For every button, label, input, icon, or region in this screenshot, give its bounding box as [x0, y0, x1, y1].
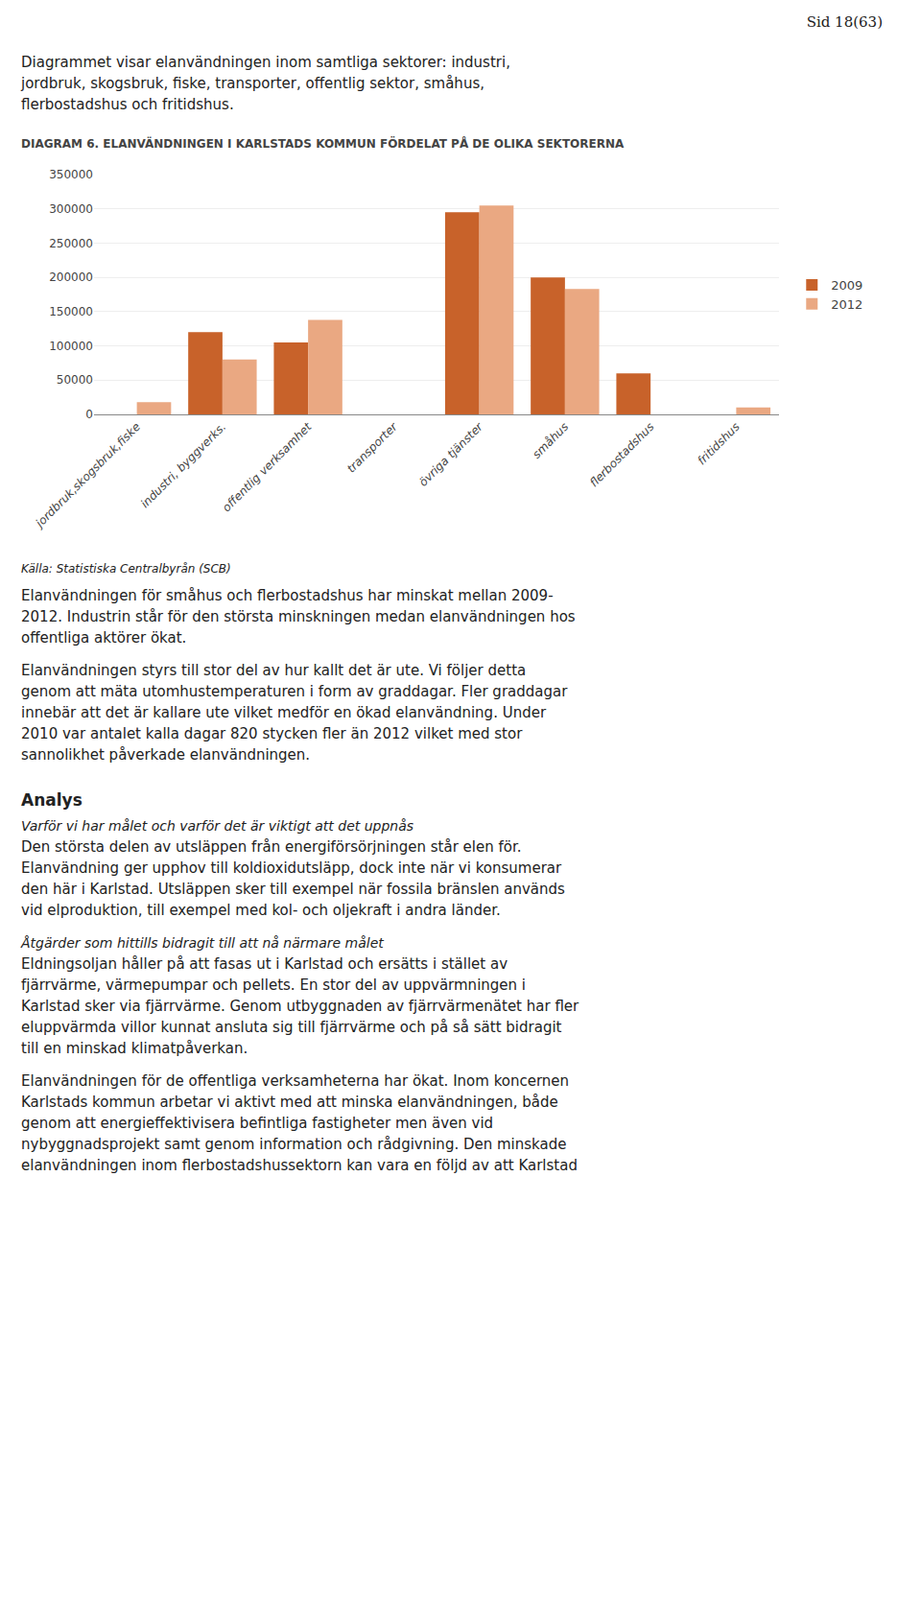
- svg-text:100000: 100000: [48, 339, 94, 354]
- svg-text:2012: 2012: [830, 297, 863, 312]
- svg-text:industri, byggverks.: industri, byggverks.: [138, 420, 229, 511]
- svg-text:2009: 2009: [830, 278, 863, 293]
- html-text:Analys: Analys: [21, 790, 83, 810]
- html-text:Åtgärder som hittills bidragit: Åtgärder som hittills bidragit till att …: [21, 935, 384, 951]
- svg-text:övriga tjänster: övriga tjänster: [416, 419, 487, 490]
- svg-text:150000: 150000: [48, 305, 94, 319]
- html-text:Eldningsoljan håller på att fa: Eldningsoljan håller på att fasas ut i K…: [21, 955, 508, 973]
- svg-text:200000: 200000: [48, 270, 94, 284]
- html-text:innebär att det är kallare ute: innebär att det är kallare ute vilket me…: [21, 704, 546, 722]
- svg-text:flerbostadshus: flerbostadshus: [587, 420, 658, 491]
- html-text:fjärrvärme, värmepumpar och pe: fjärrvärme, värmepumpar och pellets. En …: [21, 976, 526, 994]
- html-text:2010 var antalet kalla dagar 8: 2010 var antalet kalla dagar 820 stycken…: [21, 725, 523, 743]
- html-text:sannolikhet påverkade elanvänd: sannolikhet påverkade elanvändningen.: [21, 746, 310, 764]
- html-text:eluppvärmda villor kunnat ansl: eluppvärmda villor kunnat ansluta sig ti…: [21, 1018, 562, 1037]
- html-text:Elanvändningen för de offentli: Elanvändningen för de offentliga verksam…: [21, 1072, 570, 1090]
- html-text:Sid 18(63): Sid 18(63): [806, 13, 883, 31]
- svg-text:350000: 350000: [48, 167, 94, 182]
- html-text:Varför vi har målet och varför: Varför vi har målet och varför det är vi…: [21, 818, 414, 834]
- svg-text:småhus: småhus: [529, 420, 571, 462]
- svg-text:50000: 50000: [56, 373, 94, 387]
- html-text:Karlstad sker via fjärrvärme.: Karlstad sker via fjärrvärme. Genom utby…: [21, 997, 579, 1016]
- html-text:genom att energieffektivisera: genom att energieffektivisera befintliga…: [21, 1114, 494, 1133]
- svg-text:300000: 300000: [48, 202, 94, 216]
- html-text:till en minskad klimatpåverkan: till en minskad klimatpåverkan.: [21, 1039, 248, 1058]
- html-text:genom att mäta utomhustemperat: genom att mäta utomhustemperaturen i for…: [21, 683, 568, 701]
- svg-text:offentlig verksamhet: offentlig verksamhet: [219, 419, 315, 515]
- html-text:Den största delen av utsläppen: Den största delen av utsläppen från ener…: [21, 838, 522, 856]
- svg-text:jordbruk,skogsbruk,fiske: jordbruk,skogsbruk,fiske: [31, 420, 143, 532]
- svg-text:fritidshus: fritidshus: [694, 420, 742, 468]
- html-text:vid elproduktion, till exempel: vid elproduktion, till exempel med kol- …: [21, 901, 501, 920]
- html-text:jordbruk, skogsbruk, fiske, tr: jordbruk, skogsbruk, fiske, transporter,…: [21, 74, 485, 93]
- html-text:Karlstads kommun arbetar vi ak: Karlstads kommun arbetar vi aktivt med a…: [21, 1093, 559, 1111]
- html-text:elanvändningen inom flerbostad: elanvändningen inom flerbostadshussektor…: [21, 1157, 578, 1175]
- html-text:Diagrammet visar elanvändninge: Diagrammet visar elanvändningen inom sam…: [21, 53, 511, 71]
- svg-text:250000: 250000: [48, 236, 94, 251]
- html-text:Elanvändningen styrs till stor: Elanvändningen styrs till stor del av hu…: [21, 661, 526, 680]
- html-text:offentliga aktörer ökat.: offentliga aktörer ökat.: [21, 629, 187, 647]
- svg-text:transporter: transporter: [344, 419, 402, 476]
- html-text:nybyggnadsprojekt samt genom i: nybyggnadsprojekt samt genom information…: [21, 1135, 567, 1154]
- html-text:2012. Industrin står för den s: 2012. Industrin står för den största min…: [21, 608, 576, 626]
- html-text:flerbostadshus och fritidshus.: flerbostadshus och fritidshus.: [21, 95, 234, 114]
- html-text:Elanvändning ger upphov till k: Elanvändning ger upphov till koldioxidut…: [21, 859, 562, 877]
- svg-text:0: 0: [85, 407, 94, 422]
- html-text:Elanvändningen för småhus och: Elanvändningen för småhus och flerbostad…: [21, 587, 554, 605]
- html-text:Källa: Statistiska Centralbyrå: Källa: Statistiska Centralbyrån (SCB): [21, 562, 232, 576]
- svg-text:DIAGRAM 6. ELANVÄNDNINGEN I KA: DIAGRAM 6. ELANVÄNDNINGEN I KARLSTADS KO…: [21, 136, 625, 151]
- html-text:den här i Karlstad. Utsläppen: den här i Karlstad. Utsläppen sker till …: [21, 880, 565, 898]
